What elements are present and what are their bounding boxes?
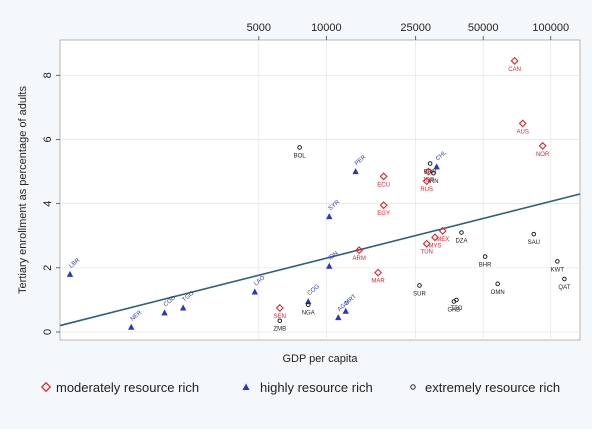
point-jor [424, 167, 433, 176]
point-label-sur: SUR [413, 291, 426, 297]
point-aus [518, 119, 527, 128]
point-label-mar: MAR [371, 279, 385, 285]
point-mex [438, 226, 447, 235]
point-arm [355, 246, 364, 255]
point-nga [305, 302, 311, 308]
grid-lines [60, 40, 580, 340]
point-label-brn: BRN [424, 170, 437, 176]
legend-item-moderate: moderately resource rich [40, 380, 199, 395]
x-tick-label: 5000 [247, 22, 271, 34]
point-label-zmb: ZMB [273, 327, 286, 333]
point-tto [454, 297, 459, 303]
point-qat [562, 276, 567, 282]
point-tun [422, 239, 431, 248]
x-tick-label: 25000 [400, 22, 431, 34]
point-idn [326, 262, 333, 269]
point-syr [326, 213, 333, 220]
diamond-marker-icon [40, 381, 52, 393]
y-axis-ticks: 0 2 4 6 8 [42, 72, 60, 335]
point-label-arm: ARM [352, 256, 365, 262]
point-label-mex: MEX [436, 237, 449, 243]
point-label-gab: GAB [448, 307, 461, 313]
point-nor [538, 141, 547, 150]
y-tick-label: 8 [42, 72, 54, 78]
triangle-marker-icon [242, 383, 250, 390]
y-tick-label: 2 [42, 265, 54, 271]
x-axis-ticks: 5000 10000 25000 50000 100000 [247, 22, 569, 40]
point-label-nga: NGA [302, 311, 315, 317]
point-cod [161, 309, 168, 316]
point-label-mys: MYS [429, 243, 442, 249]
point-label-idn: IDN [328, 250, 340, 261]
point-mrt [342, 307, 349, 314]
legend-item-high: highly resource rich [242, 380, 373, 395]
point-irn [431, 170, 436, 176]
point-ner [128, 323, 135, 330]
legend-item-extreme: extremely resource rich [410, 380, 560, 395]
point-label-qat: QAT [558, 285, 570, 291]
circle-marker-icon [410, 384, 416, 390]
point-label-dza: DZA [455, 239, 467, 245]
point-mar [374, 268, 383, 277]
point-ago [335, 314, 342, 321]
y-axis-label: Tertiary enrollment as percentage of adu… [17, 86, 29, 294]
point-per [352, 168, 359, 175]
point-ecu [379, 172, 388, 181]
point-omn [495, 281, 500, 287]
point-label-bhr: BHR [479, 263, 492, 269]
fit-line [59, 193, 581, 327]
point-label-sau: SAU [528, 240, 540, 246]
point-egy [379, 201, 388, 210]
point-chl [433, 163, 440, 170]
point-label-rus: RUS [420, 187, 433, 193]
point-label-omn: OMN [491, 290, 505, 296]
point-label-sen: SEN [274, 314, 286, 320]
point-label-aus: AUS [517, 129, 529, 135]
point-label-can: CAN [508, 67, 521, 73]
legend-label-extreme: extremely resource rich [425, 380, 560, 395]
point-label-kwt: KWT [551, 267, 565, 273]
point-label-jor: JOR [422, 178, 435, 184]
point-dza [459, 230, 464, 235]
legend-label-moderate: moderately resource rich [56, 380, 199, 395]
point-mys [431, 233, 440, 242]
y-tick-label: 6 [42, 136, 54, 142]
point-brn [427, 161, 433, 166]
x-tick-label: 50000 [468, 22, 499, 34]
point-label-tto: TTO [451, 306, 463, 312]
point-tgo [179, 304, 187, 311]
x-tick-label: 10000 [311, 22, 342, 34]
point-bol [297, 145, 302, 150]
point-label-irn: IRN [428, 179, 438, 185]
point-label-tun: TUN [421, 250, 433, 256]
x-axis-label: GDP per capita [282, 353, 358, 365]
point-sau [531, 231, 537, 237]
point-bhr [482, 254, 488, 259]
point-lao [251, 288, 259, 295]
point-lbr [66, 270, 74, 277]
fit-line-group [59, 193, 581, 327]
point-label-nor: NOR [536, 152, 550, 158]
y-tick-label: 0 [42, 329, 54, 335]
y-tick-label: 4 [42, 201, 54, 207]
legend-label-high: highly resource rich [260, 380, 373, 395]
plot-area [59, 39, 581, 341]
point-zmb [277, 318, 283, 324]
point-sen [275, 303, 284, 312]
point-cog [305, 298, 312, 305]
point-label-ecu: ECU [377, 182, 390, 188]
point-can [510, 56, 519, 65]
point-sur [417, 283, 422, 288]
point-kwt [555, 259, 560, 264]
point-rus [422, 177, 431, 186]
point-label-bol: BOL [294, 153, 307, 159]
x-tick-label: 100000 [532, 22, 569, 34]
legend: moderately resource rich highly resource… [40, 380, 560, 395]
point-label-egy: EGY [377, 211, 390, 217]
